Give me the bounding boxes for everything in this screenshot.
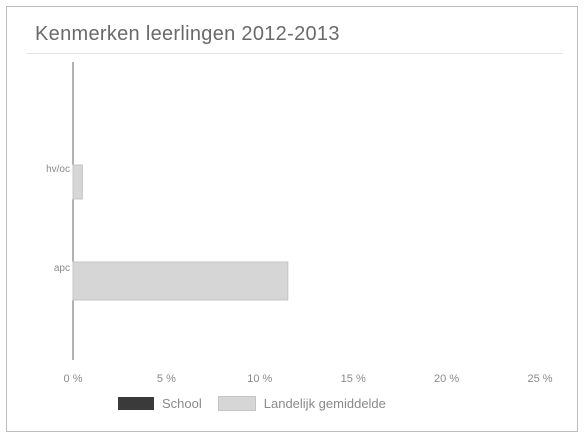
x-tick-label-0: 0 %: [64, 373, 83, 385]
chart-panel: Kenmerken leerlingen 2012-2013: [6, 6, 578, 432]
category-label-0: hv/oc: [46, 164, 70, 175]
legend-swatch-school: [118, 397, 154, 410]
x-tick-label-2: 10 %: [247, 373, 272, 385]
bar-landelijk-0: [72, 164, 83, 200]
legend-label-school: School: [162, 396, 202, 411]
legend-label-landelijk: Landelijk gemiddelde: [263, 396, 386, 411]
legend-item-school: School: [118, 396, 202, 411]
bar-landelijk-1: [72, 261, 289, 301]
x-tick-label-5: 25 %: [527, 373, 552, 385]
legend-item-landelijk: Landelijk gemiddelde: [217, 396, 386, 411]
legend-swatch-landelijk: [217, 396, 256, 411]
category-label-1: apc: [54, 263, 70, 274]
x-tick-label-4: 20 %: [434, 373, 459, 385]
x-tick-label-1: 5 %: [157, 373, 176, 385]
chart-title: Kenmerken leerlingen 2012-2013: [35, 23, 340, 45]
chart-legend: School Landelijk gemiddelde: [118, 396, 402, 411]
title-divider: [27, 53, 563, 54]
x-tick-label-3: 15 %: [341, 373, 366, 385]
